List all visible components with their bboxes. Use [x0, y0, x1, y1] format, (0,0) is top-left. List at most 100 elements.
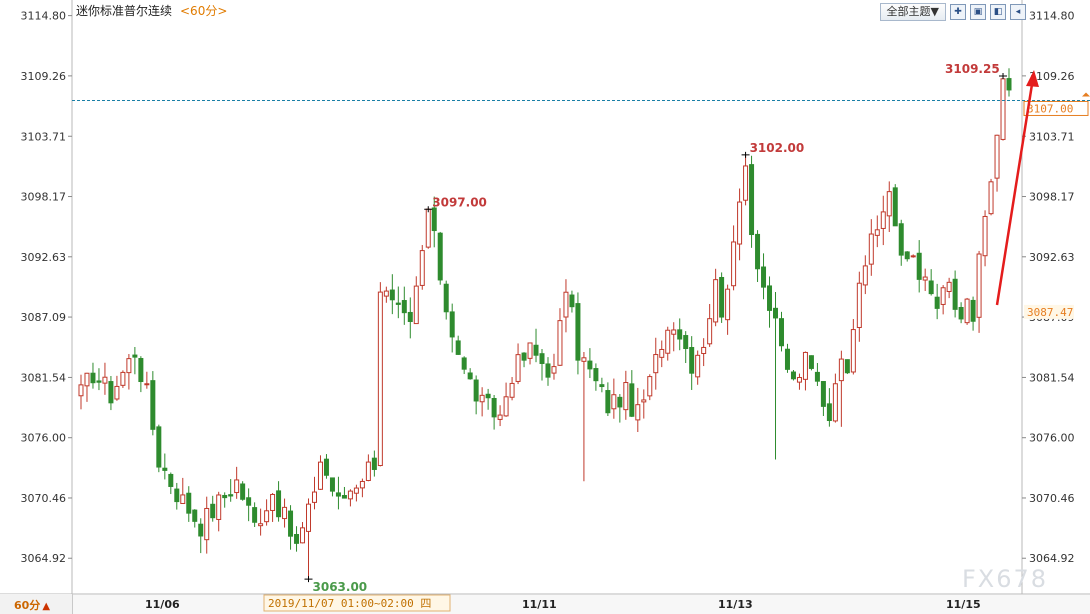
candle-body [767, 285, 773, 311]
candle-body [527, 342, 533, 359]
candle [323, 454, 329, 479]
candle-body [802, 351, 808, 380]
candle-body [737, 201, 743, 245]
candle [1006, 68, 1012, 97]
candle [300, 522, 306, 544]
select-icon[interactable]: ▣ [970, 4, 986, 20]
candle-body [587, 360, 593, 370]
candle [120, 370, 126, 388]
candle-body [970, 299, 976, 322]
period-button[interactable]: 60分 ▲ [14, 597, 50, 613]
candle-body [581, 357, 587, 362]
candle-body [557, 320, 563, 366]
chart-type-icon[interactable]: ◧ [990, 4, 1006, 20]
candle [401, 286, 407, 325]
candle-body [551, 366, 557, 374]
candle [784, 343, 790, 373]
candle [665, 326, 671, 361]
candle-body [844, 359, 850, 374]
current-price-tag: 3107.00 [1027, 102, 1073, 115]
candle-body [755, 233, 761, 270]
candle [743, 154, 749, 206]
candle [647, 374, 653, 401]
candle-body [1000, 78, 1006, 140]
candle [138, 356, 144, 393]
candle [533, 328, 539, 363]
candle [270, 493, 276, 522]
candle-body [222, 494, 228, 499]
candle-body [78, 384, 84, 397]
candle [605, 382, 611, 417]
candle-body [892, 187, 898, 227]
candle [192, 509, 198, 528]
candle-body [413, 285, 419, 325]
candle-body [311, 491, 317, 503]
candle-body [778, 318, 784, 347]
theme-select-button[interactable]: 全部主题▼ [879, 3, 946, 21]
candle-body [635, 404, 641, 421]
candle [677, 318, 683, 351]
candle-body [808, 355, 814, 369]
back-icon[interactable]: ◂ [1010, 4, 1026, 20]
candle-body [96, 380, 102, 383]
candle [856, 271, 862, 342]
candle [964, 297, 970, 325]
y-tick-label-left: 3103.71 [21, 130, 67, 143]
y-tick-label-right: 3109.26 [1029, 70, 1075, 83]
extreme-label: 3102.00 [750, 141, 805, 155]
candle-body [126, 358, 132, 374]
candle-body [922, 276, 928, 281]
candle-body [826, 403, 832, 422]
candle-body [258, 523, 264, 527]
candle-body [455, 340, 461, 355]
side-price-box [1024, 304, 1074, 319]
candle [707, 303, 713, 347]
candle-body [270, 493, 276, 511]
candle [431, 196, 437, 248]
candle [808, 355, 814, 371]
candle [551, 353, 557, 380]
period-panel: 60分 ▲ [0, 594, 73, 614]
candle-body [329, 477, 335, 492]
candle-body [641, 399, 647, 403]
candle [862, 255, 868, 295]
candle-body [701, 346, 707, 355]
candle [850, 319, 856, 375]
candle [641, 389, 647, 419]
candle-body [323, 458, 329, 476]
candle-body [288, 510, 294, 537]
candle-body [653, 354, 659, 374]
candle [946, 277, 952, 299]
candle-body [719, 276, 725, 318]
candle-body [347, 490, 353, 500]
candle-body [431, 207, 437, 232]
candle [306, 498, 312, 580]
candle-body [994, 134, 1000, 179]
candle-body [216, 494, 222, 520]
candle-body [198, 523, 204, 537]
watermark-logo: FX678 [962, 565, 1048, 593]
candle-body [886, 191, 892, 217]
candle-body [988, 181, 994, 215]
y-tick-label-left: 3109.26 [21, 70, 67, 83]
candle [503, 382, 509, 417]
add-icon[interactable]: ✚ [950, 4, 966, 20]
y-tick-label-left: 3092.63 [21, 251, 67, 264]
extreme-label: 3063.00 [313, 580, 368, 594]
candle [407, 297, 413, 339]
candle-body [575, 303, 581, 361]
y-tick-label-left: 3081.54 [21, 371, 67, 384]
x-tick-label: 11/15 [946, 598, 981, 611]
candle [341, 486, 347, 499]
candle [749, 155, 755, 248]
candle [886, 181, 892, 232]
candle [168, 472, 174, 495]
candle-body [294, 534, 300, 544]
candle-body [850, 329, 856, 373]
candle [575, 292, 581, 375]
candle-body [84, 372, 90, 387]
candle [102, 362, 108, 395]
candle-body [904, 251, 910, 260]
candle [317, 455, 323, 490]
